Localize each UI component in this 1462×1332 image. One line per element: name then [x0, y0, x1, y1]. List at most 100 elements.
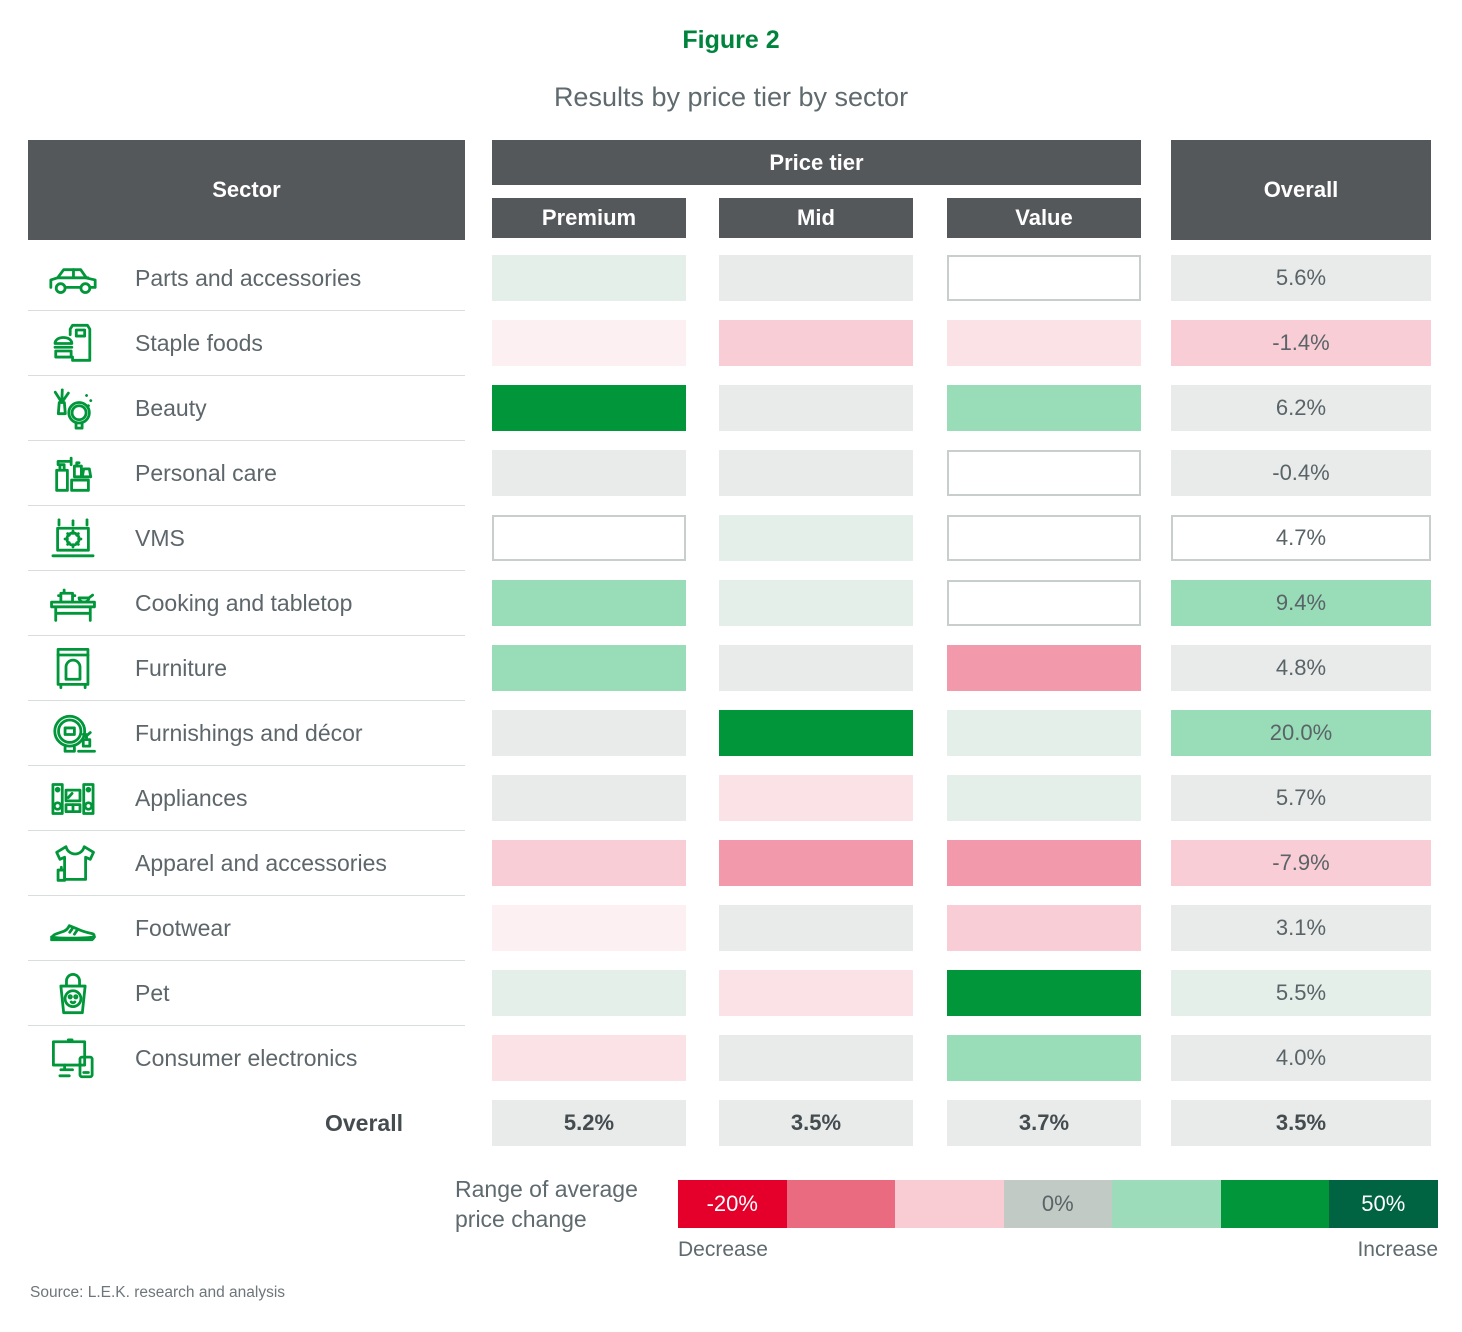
value-tier-cell — [947, 320, 1141, 366]
sector-cell: Staple foods — [28, 311, 465, 376]
table-row: Parts and accessories 5.6% — [0, 246, 1462, 311]
sector-label: Furniture — [135, 655, 228, 681]
legend-end-labels: Decrease Increase — [678, 1238, 1438, 1262]
table-row: VMS 4.7% — [0, 506, 1462, 571]
overall-mid-value: 3.5% — [719, 1100, 913, 1146]
mid-tier-cell — [719, 775, 913, 821]
overall-value-cell: 3.1% — [1171, 905, 1431, 951]
sector-cell: Pet — [28, 961, 465, 1026]
legend-decrease-label: Decrease — [678, 1238, 768, 1261]
premium-tier-cell — [492, 905, 686, 951]
mid-tier-cell — [719, 710, 913, 756]
personal-care-icon — [38, 445, 108, 503]
premium-tier-cell — [492, 710, 686, 756]
value-tier-cell — [947, 645, 1141, 691]
sector-cell: Beauty — [28, 376, 465, 441]
sector-label: Parts and accessories — [135, 265, 362, 291]
value-tier-cell — [947, 1035, 1141, 1081]
sector-cell: Cooking and tabletop — [28, 571, 465, 636]
overall-value-cell: 4.0% — [1171, 1035, 1431, 1081]
electronics-icon — [38, 1030, 108, 1088]
table-rows: Parts and accessories 5.6% Staple foods … — [0, 246, 1462, 1091]
mid-tier-cell — [719, 970, 913, 1016]
mid-tier-cell — [719, 580, 913, 626]
overall-value-cell: 4.8% — [1171, 645, 1431, 691]
value-tier-cell — [947, 970, 1141, 1016]
overall-row-label: Overall — [325, 1110, 403, 1136]
footwear-icon — [38, 900, 108, 958]
table-row: Apparel and accessories -7.9% — [0, 831, 1462, 896]
sector-cell: Appliances — [28, 766, 465, 831]
overall-column-header: Overall — [1171, 140, 1431, 240]
overall-value-cell: -1.4% — [1171, 320, 1431, 366]
mid-tier-cell — [719, 450, 913, 496]
value-column-header: Value — [947, 198, 1141, 238]
mid-tier-cell — [719, 255, 913, 301]
table-row: Pet 5.5% — [0, 961, 1462, 1026]
overall-value-cell: 9.4% — [1171, 580, 1431, 626]
overall-value-cell: 4.7% — [1171, 515, 1431, 561]
value-tier-cell — [947, 515, 1141, 561]
sector-cell: Furnishings and décor — [28, 701, 465, 766]
table-row: Beauty 6.2% — [0, 376, 1462, 441]
premium-tier-cell — [492, 450, 686, 496]
value-tier-cell — [947, 385, 1141, 431]
premium-tier-cell — [492, 255, 686, 301]
value-tier-cell — [947, 840, 1141, 886]
cooking-icon — [38, 575, 108, 633]
sector-label: Staple foods — [135, 330, 263, 356]
premium-tier-cell — [492, 840, 686, 886]
sector-label: Consumer electronics — [135, 1045, 358, 1071]
sector-cell: Personal care — [28, 441, 465, 506]
legend-swatch: 50% — [1329, 1180, 1438, 1228]
overall-value-cell: 5.5% — [1171, 970, 1431, 1016]
premium-tier-cell — [492, 775, 686, 821]
table-row: Staple foods -1.4% — [0, 311, 1462, 376]
sector-label: Beauty — [135, 395, 207, 421]
table-row: Personal care -0.4% — [0, 441, 1462, 506]
value-tier-cell — [947, 255, 1141, 301]
mid-tier-cell — [719, 320, 913, 366]
mid-column-header: Mid — [719, 198, 913, 238]
value-tier-cell — [947, 710, 1141, 756]
sector-label: Pet — [135, 980, 170, 1006]
figure-label: Figure 2 — [682, 26, 780, 54]
sector-column-header: Sector — [28, 140, 465, 240]
premium-tier-cell — [492, 645, 686, 691]
sector-label: Appliances — [135, 785, 248, 811]
premium-tier-cell — [492, 970, 686, 1016]
overall-value-cell: 20.0% — [1171, 710, 1431, 756]
legend-label: Range of average price change — [455, 1176, 638, 1232]
premium-tier-cell — [492, 1035, 686, 1081]
overall-value-cell: -0.4% — [1171, 450, 1431, 496]
table-row: Cooking and tabletop 9.4% — [0, 571, 1462, 636]
table-row: Consumer electronics 4.0% — [0, 1026, 1462, 1091]
overall-value-cell: -7.9% — [1171, 840, 1431, 886]
sector-label: Personal care — [135, 460, 277, 486]
sector-label: Apparel and accessories — [135, 850, 387, 876]
premium-tier-cell — [492, 385, 686, 431]
sector-cell: Furniture — [28, 636, 465, 701]
mid-tier-cell — [719, 515, 913, 561]
table-row: Furnishings and décor 20.0% — [0, 701, 1462, 766]
sector-label: Footwear — [135, 915, 231, 941]
staple-foods-icon — [38, 315, 108, 373]
overall-value-cell: 5.7% — [1171, 775, 1431, 821]
pet-icon — [38, 965, 108, 1023]
value-tier-cell — [947, 775, 1141, 821]
sector-label: Furnishings and décor — [135, 720, 363, 746]
overall-totals-row: Overall 5.2% 3.5% 3.7% 3.5% — [0, 1091, 1462, 1156]
overall-overall-value: 3.5% — [1171, 1100, 1431, 1146]
legend-swatch — [786, 1180, 895, 1228]
overall-value-cell: 6.2% — [1171, 385, 1431, 431]
value-tier-cell — [947, 580, 1141, 626]
table-row: Footwear 3.1% — [0, 896, 1462, 961]
sector-label: VMS — [135, 525, 185, 551]
sector-cell: Parts and accessories — [28, 246, 465, 311]
beauty-icon — [38, 380, 108, 438]
overall-value-cell: 5.6% — [1171, 255, 1431, 301]
table-row: Appliances 5.7% — [0, 766, 1462, 831]
sector-cell: VMS — [28, 506, 465, 571]
mid-tier-cell — [719, 385, 913, 431]
